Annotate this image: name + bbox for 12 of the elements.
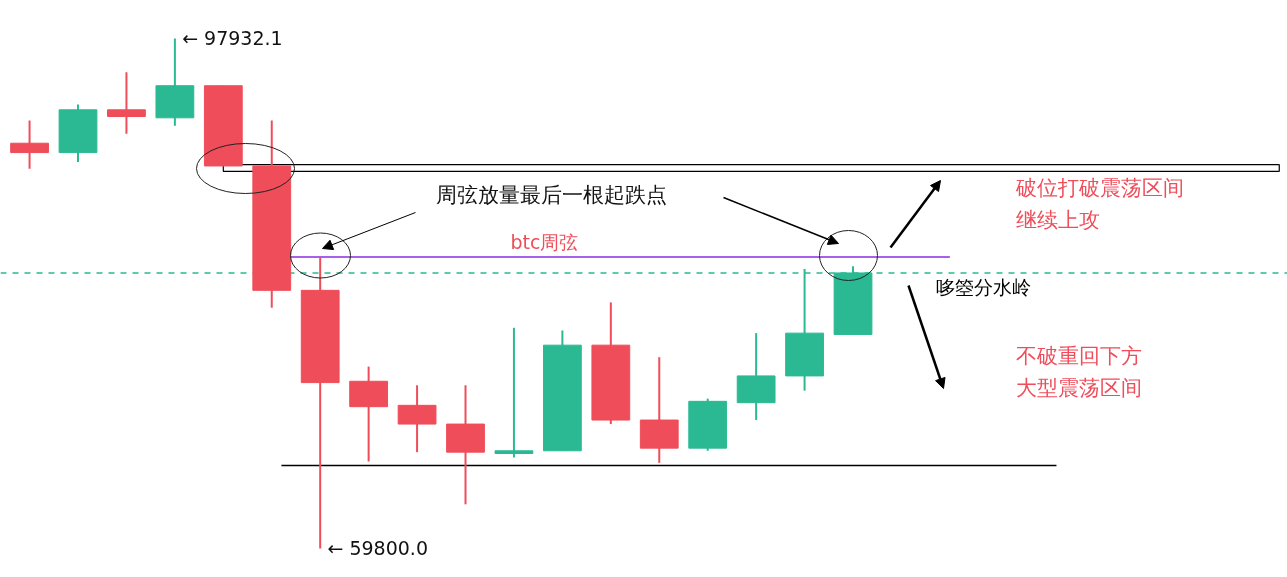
text: 破位打破震荡区间 [1014, 175, 1184, 200]
candlestick [10, 119, 49, 170]
text: 继续上攻 [1015, 207, 1100, 232]
annotation: ← 59800.0 [327, 537, 428, 560]
text: 不破重回下方 [1015, 343, 1142, 368]
text: 大型震荡区间 [1015, 375, 1142, 400]
ref-line-label: 哆箜分水岭 [935, 275, 1031, 298]
ref-line-label: btc周弦 [510, 230, 579, 253]
candlestick [107, 71, 146, 135]
candlestick [494, 326, 534, 459]
annotation: 周弦放量最后一根起跌点 [435, 182, 667, 207]
annotation: ← 97932.1 [182, 27, 283, 50]
